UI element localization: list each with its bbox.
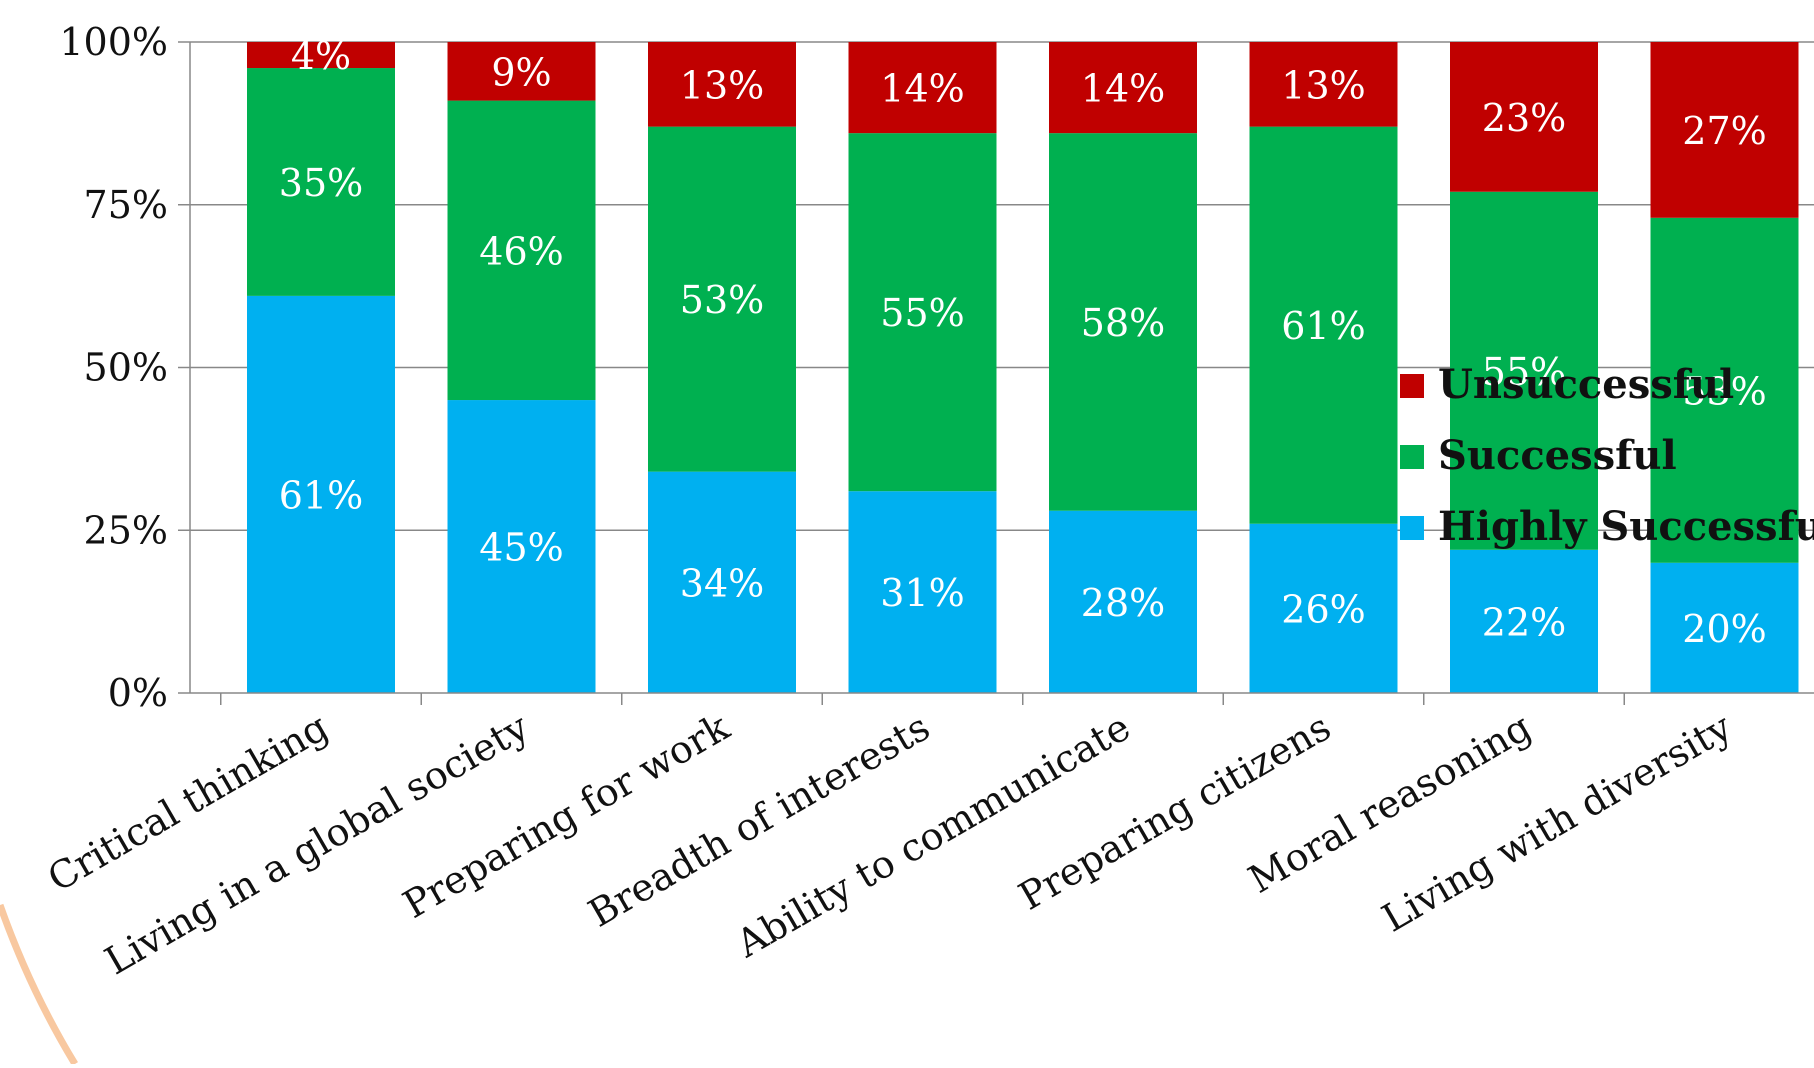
data-label: 46% [479,229,563,273]
legend-label: Unsuccessful [1438,361,1734,408]
y-tick-label: 75% [84,183,168,227]
bar-segment [648,42,796,127]
legend-label: Successful [1438,432,1677,479]
y-tick-label: 100% [59,20,168,64]
bars [247,42,1799,693]
bar-segment [247,42,395,69]
data-label: 34% [680,561,764,605]
bar-segment [848,491,997,693]
data-label: 28% [1081,581,1165,625]
bar-segment [1450,191,1598,550]
data-label: 61% [1281,304,1365,348]
bar-segment [1049,42,1197,134]
bar-segment [447,42,596,101]
data-label: 14% [1081,67,1165,111]
bar-segment [1049,510,1197,693]
data-labels: 61% 35% 4% 45% 46% 9% 34% 53% 13% 31% 55% 14% 28% 58%… [279,34,1767,651]
data-label: 55% [880,291,964,335]
bar-segment [848,42,997,134]
data-label: 35% [279,161,363,205]
bar-segment [1650,217,1799,563]
legend-label: Highly Successful [1438,503,1814,550]
bar-segment [648,471,796,693]
bar-segment [848,133,997,492]
data-label: 14% [880,67,964,111]
legend-swatch [1400,374,1424,398]
data-label: 53% [1682,369,1766,413]
bar-segment [247,68,395,296]
bar-segment [1249,42,1398,127]
data-label: 55% [1482,350,1566,394]
bar-segment [1650,42,1799,218]
legend-swatch [1400,445,1424,469]
bar-segment [247,295,395,693]
data-label: 31% [880,571,964,615]
legend: Unsuccessful Successful Highly Successful [1400,361,1814,550]
bar-segment [1249,126,1398,524]
x-category-label: Living with diversity [1375,704,1740,940]
data-label: 53% [680,278,764,322]
data-label: 13% [680,63,764,107]
data-label: 61% [279,473,363,517]
bar-segment [447,100,596,401]
data-label: 23% [1482,96,1566,140]
bar-segment [1450,549,1598,693]
data-label: 9% [491,50,551,94]
decorative-arc [0,903,78,1066]
x-category-label: Preparing for work [396,704,738,927]
y-tick-label: 50% [84,346,168,390]
bar-segment [1249,523,1398,693]
y-tick-label: 0% [108,671,168,715]
data-label: 27% [1682,109,1766,153]
data-label: 58% [1081,301,1165,345]
data-label: 26% [1281,587,1365,631]
bar-segment [648,126,796,472]
bar-segment [1450,42,1598,192]
data-label: 13% [1281,63,1365,107]
y-tick-label: 25% [84,508,168,552]
bar-segment [447,400,596,693]
data-label: 45% [479,526,563,570]
data-label: 20% [1682,607,1766,651]
bar-segment [1049,133,1197,511]
bar-segment [1650,562,1799,693]
data-label: 22% [1482,600,1566,644]
legend-swatch [1400,516,1424,540]
data-label: 4% [291,34,351,78]
x-category-label: Breadth of interests [581,705,937,936]
